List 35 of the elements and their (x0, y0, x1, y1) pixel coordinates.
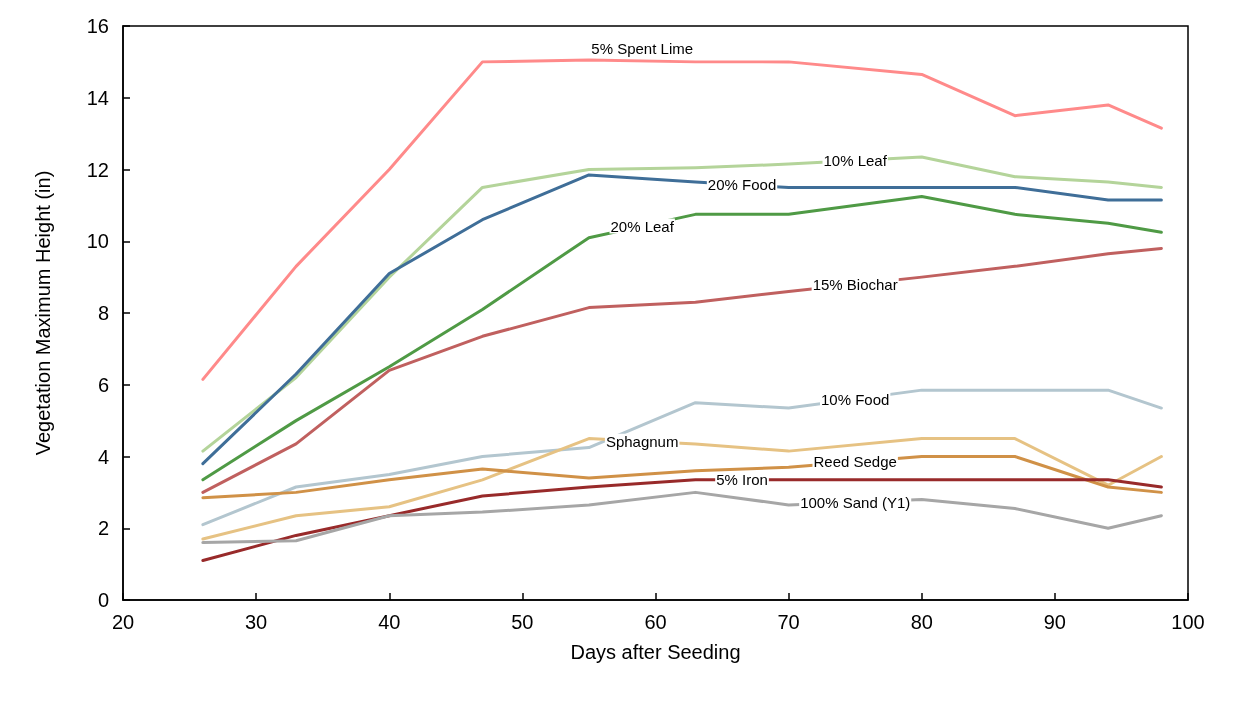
line-series (201, 246, 1163, 494)
line-series (201, 388, 1163, 527)
series-label: 20% Food (707, 176, 777, 194)
series-label: 10% Food (820, 390, 890, 408)
x-tick-label: 20 (111, 611, 135, 633)
x-tick-label: 50 (511, 611, 534, 633)
y-tick-label: 8 (97, 302, 109, 324)
y-tick-label: 6 (97, 373, 109, 396)
series-label: 5% Spent Lime (591, 40, 694, 58)
series-label: Reed Sedge (813, 453, 897, 471)
x-tick-label: 40 (378, 611, 401, 633)
y-axis-title: Vegetation Maximum Height (in) (32, 170, 54, 456)
x-tick-label: 30 (245, 611, 268, 633)
y-tick-label: 14 (86, 86, 109, 109)
line-series (201, 490, 1163, 545)
series-label: 100% Sand (Y1) (800, 493, 911, 511)
x-tick-label: 70 (777, 611, 800, 633)
x-axis-title: Days after Seeding (570, 641, 741, 663)
series-label: Sphagnum (605, 432, 679, 450)
series-label: 15% Biochar (812, 275, 898, 293)
x-tick-label: 60 (644, 611, 667, 633)
y-tick-label: 4 (97, 445, 109, 468)
series-label: 20% Leaf (610, 217, 675, 235)
line-series (201, 437, 1163, 541)
y-tick-label: 10 (86, 230, 109, 253)
y-tick-label: 12 (86, 158, 109, 181)
y-tick-label: 0 (97, 589, 109, 611)
y-tick-label: 2 (97, 517, 109, 540)
y-tick-label: 16 (86, 15, 109, 37)
x-tick-label: 100 (1171, 611, 1205, 633)
x-tick-label: 90 (1043, 611, 1066, 633)
series-label: 10% Leaf (823, 152, 888, 170)
series-label: 5% Iron (716, 471, 768, 489)
x-tick-label: 80 (910, 611, 933, 633)
line-series (201, 58, 1163, 381)
